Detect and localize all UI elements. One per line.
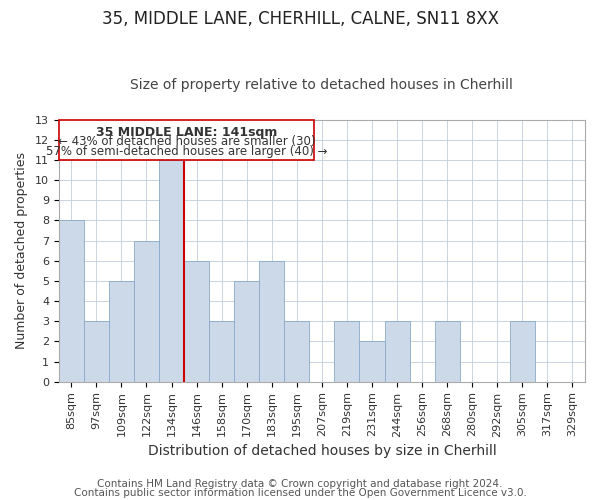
Text: ← 43% of detached houses are smaller (30): ← 43% of detached houses are smaller (30…	[58, 134, 316, 147]
Text: 35, MIDDLE LANE, CHERHILL, CALNE, SN11 8XX: 35, MIDDLE LANE, CHERHILL, CALNE, SN11 8…	[101, 10, 499, 28]
Bar	[510, 321, 535, 382]
Bar	[359, 342, 385, 382]
Bar	[259, 260, 284, 382]
Bar	[134, 240, 159, 382]
X-axis label: Distribution of detached houses by size in Cherhill: Distribution of detached houses by size …	[148, 444, 496, 458]
Text: 35 MIDDLE LANE: 141sqm: 35 MIDDLE LANE: 141sqm	[96, 126, 277, 138]
Bar	[284, 321, 310, 382]
Text: Contains HM Land Registry data © Crown copyright and database right 2024.: Contains HM Land Registry data © Crown c…	[97, 479, 503, 489]
Bar	[334, 321, 359, 382]
Title: Size of property relative to detached houses in Cherhill: Size of property relative to detached ho…	[130, 78, 514, 92]
Bar	[159, 160, 184, 382]
Bar	[109, 281, 134, 382]
Bar	[59, 220, 84, 382]
Bar	[234, 281, 259, 382]
Text: 57% of semi-detached houses are larger (40) →: 57% of semi-detached houses are larger (…	[46, 145, 328, 158]
FancyBboxPatch shape	[59, 120, 314, 160]
Bar	[84, 321, 109, 382]
Bar	[209, 321, 234, 382]
Bar	[184, 260, 209, 382]
Text: Contains public sector information licensed under the Open Government Licence v3: Contains public sector information licen…	[74, 488, 526, 498]
Bar	[434, 321, 460, 382]
Y-axis label: Number of detached properties: Number of detached properties	[15, 152, 28, 349]
Bar	[385, 321, 410, 382]
